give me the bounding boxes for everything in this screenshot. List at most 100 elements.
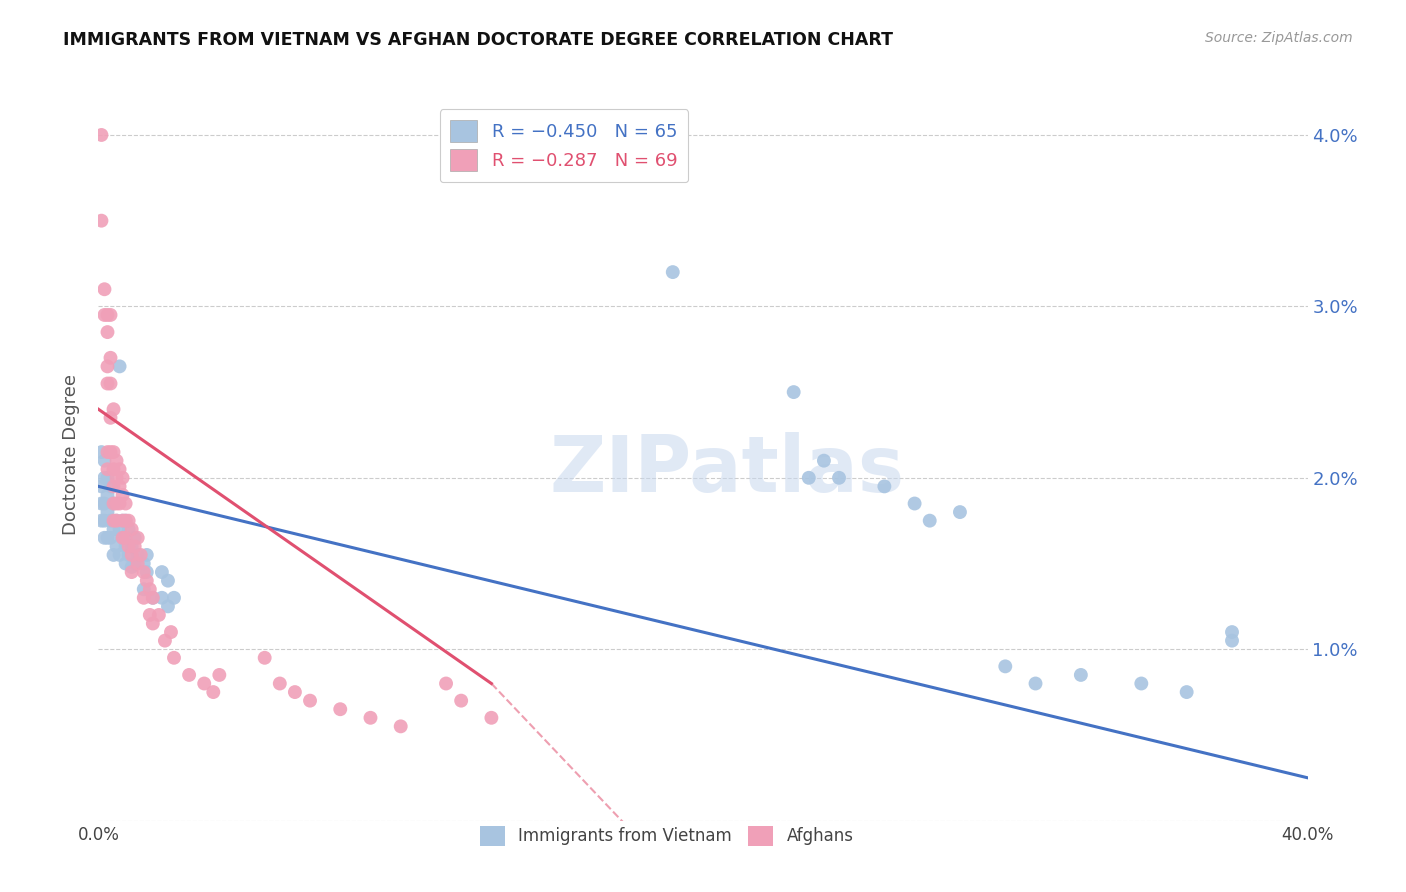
Point <box>156 574 179 588</box>
Point <box>661 265 683 279</box>
Point <box>450 693 472 707</box>
Point <box>949 505 972 519</box>
Point <box>100 531 122 545</box>
Point <box>828 471 851 485</box>
Point <box>96 376 118 391</box>
Point <box>118 522 141 536</box>
Point <box>121 522 143 536</box>
Point <box>103 462 125 476</box>
Point <box>108 479 131 493</box>
Point <box>129 548 152 562</box>
Point <box>100 514 122 528</box>
Point <box>111 514 134 528</box>
Point <box>994 659 1017 673</box>
Point <box>121 540 143 554</box>
Point <box>135 565 157 579</box>
Point <box>153 633 176 648</box>
Point <box>142 591 165 605</box>
Point <box>127 531 149 545</box>
Point <box>105 514 128 528</box>
Point <box>103 445 125 459</box>
Point <box>329 702 352 716</box>
Point <box>100 308 122 322</box>
Point <box>111 531 134 545</box>
Point <box>90 128 112 142</box>
Point <box>481 711 503 725</box>
Point <box>100 445 122 459</box>
Point <box>114 531 136 545</box>
Point <box>108 462 131 476</box>
Point <box>360 711 382 725</box>
Point <box>269 676 291 690</box>
Point <box>179 668 201 682</box>
Point <box>90 445 112 459</box>
Point <box>121 548 143 562</box>
Point <box>135 574 157 588</box>
Y-axis label: Doctorate Degree: Doctorate Degree <box>62 375 80 535</box>
Point <box>105 453 128 467</box>
Point <box>132 557 155 571</box>
Point <box>389 719 412 733</box>
Point <box>103 514 125 528</box>
Text: ZIPatlas: ZIPatlas <box>550 432 904 508</box>
Point <box>202 685 225 699</box>
Point <box>100 410 122 425</box>
Point <box>96 308 118 322</box>
Point <box>93 308 115 322</box>
Point <box>93 471 115 485</box>
Point <box>114 540 136 554</box>
Point <box>111 514 134 528</box>
Point <box>1130 676 1153 690</box>
Point <box>108 548 131 562</box>
Point <box>121 560 143 574</box>
Point <box>103 496 125 510</box>
Point <box>918 514 941 528</box>
Point <box>253 650 276 665</box>
Point <box>100 351 122 365</box>
Point <box>1175 685 1198 699</box>
Point <box>96 471 118 485</box>
Point <box>111 488 134 502</box>
Point <box>142 616 165 631</box>
Point <box>96 325 118 339</box>
Point <box>132 565 155 579</box>
Point <box>797 471 820 485</box>
Point <box>142 591 165 605</box>
Point <box>103 479 125 493</box>
Point <box>96 505 118 519</box>
Point <box>114 514 136 528</box>
Point <box>93 282 115 296</box>
Point <box>108 496 131 510</box>
Point <box>103 548 125 562</box>
Point <box>118 514 141 528</box>
Point <box>873 479 896 493</box>
Point <box>114 496 136 510</box>
Point <box>163 591 186 605</box>
Point <box>103 522 125 536</box>
Point <box>103 496 125 510</box>
Point <box>124 540 146 554</box>
Point <box>1220 633 1243 648</box>
Point <box>127 557 149 571</box>
Point <box>1220 625 1243 640</box>
Point <box>118 540 141 554</box>
Point <box>93 514 115 528</box>
Point <box>103 402 125 417</box>
Point <box>96 359 118 374</box>
Point <box>139 607 162 622</box>
Point <box>1024 676 1046 690</box>
Point <box>90 496 112 510</box>
Point <box>105 514 128 528</box>
Point <box>299 693 322 707</box>
Point <box>1070 668 1092 682</box>
Point <box>96 462 118 476</box>
Point <box>111 531 134 545</box>
Point <box>160 625 183 640</box>
Point <box>93 531 115 545</box>
Point <box>100 376 122 391</box>
Text: IMMIGRANTS FROM VIETNAM VS AFGHAN DOCTORATE DEGREE CORRELATION CHART: IMMIGRANTS FROM VIETNAM VS AFGHAN DOCTOR… <box>63 31 893 49</box>
Point <box>132 591 155 605</box>
Point <box>96 488 118 502</box>
Point <box>132 582 155 597</box>
Point <box>96 445 118 459</box>
